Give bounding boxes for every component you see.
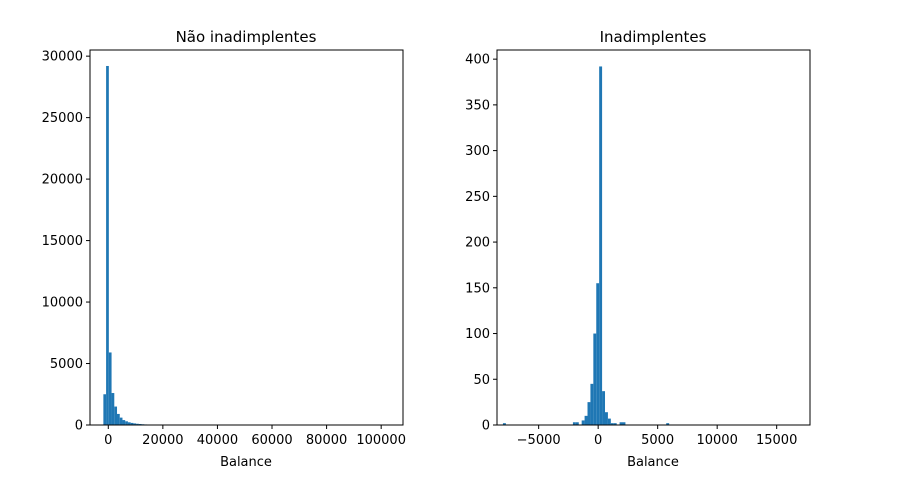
histogram-bar	[596, 283, 600, 425]
histogram-bar	[619, 422, 623, 425]
y-tick-label: 20000	[42, 173, 83, 188]
histogram-bar	[106, 65, 109, 425]
histogram-bar	[108, 352, 112, 425]
x-tick-label: 80000	[306, 433, 347, 448]
x-tick-label: 60000	[251, 433, 292, 448]
histogram-bar	[117, 413, 120, 425]
histogram-bar	[133, 423, 137, 425]
histogram-bar	[119, 417, 123, 425]
chart-title: Não inadimplentes	[176, 28, 317, 46]
y-tick-label: 0	[75, 419, 83, 434]
histogram-bar	[602, 391, 606, 425]
y-tick-label: 15000	[42, 234, 83, 249]
axes-frame	[496, 49, 811, 426]
histogram-bar	[127, 422, 131, 425]
histogram-bar	[590, 383, 594, 425]
x-tick-label: −5000	[517, 433, 561, 448]
histogram-bar	[502, 423, 506, 425]
histogram-bar	[575, 422, 579, 425]
chart-title: Inadimplentes	[600, 28, 707, 46]
histogram-bar	[125, 421, 128, 425]
bars	[502, 66, 670, 426]
histogram-bar	[607, 418, 611, 425]
histogram-bar	[587, 402, 591, 425]
histogram-bar	[584, 415, 588, 425]
y-tick-label: 10000	[42, 296, 83, 311]
y-tick-label: 50	[473, 373, 490, 388]
histogram-bar	[605, 412, 608, 425]
x-tick-label: 0	[104, 433, 112, 448]
y-tick-label: 250	[465, 190, 490, 205]
axes: −5000 0 5000 10000 15000 0 50 100 150 200 250 300 35…	[465, 49, 811, 448]
histogram-bar	[622, 422, 626, 425]
histogram-bar	[136, 423, 139, 425]
axes: 0 20000 40000 60000 80000 100000 0 5000 10000 150…	[42, 49, 406, 448]
x-tick-label: 5000	[641, 433, 674, 448]
histogram-bar	[593, 333, 597, 425]
histogram-inadimplentes: Inadimplentes −5000 0 5000 10000 15000 0 50 100…	[465, 28, 811, 470]
histogram-bar	[130, 422, 134, 425]
y-tick-label: 100	[465, 327, 490, 342]
x-axis-label: Balance	[220, 455, 272, 470]
y-tick-label: 200	[465, 236, 490, 251]
x-tick-label: 100000	[356, 433, 406, 448]
histogram-bar	[599, 66, 603, 426]
histogram-bar	[572, 422, 576, 425]
histogram-bar	[103, 394, 107, 425]
histogram-bar	[666, 423, 670, 425]
histogram-bar	[114, 406, 118, 425]
histogram-bar	[581, 420, 585, 425]
x-tick-label: 15000	[756, 433, 797, 448]
histogram-bar	[111, 393, 115, 425]
axes-frame	[89, 49, 404, 426]
x-tick-label: 20000	[142, 433, 183, 448]
x-tick-label: 10000	[696, 433, 737, 448]
x-tick-label: 0	[594, 433, 602, 448]
x-axis-label: Balance	[627, 455, 679, 470]
y-tick-label: 150	[465, 281, 490, 296]
histogram-bar	[610, 423, 614, 425]
histogram-bar	[613, 423, 617, 425]
histogram-bar	[122, 420, 126, 425]
y-tick-label: 25000	[42, 111, 83, 126]
x-tick-label: 40000	[197, 433, 238, 448]
y-tick-label: 350	[465, 98, 490, 113]
y-tick-label: 30000	[42, 50, 83, 65]
y-tick-label: 300	[465, 144, 490, 159]
histogram-nao-inadimplentes: Não inadimplentes 0 20000 40000 60000 80000 1…	[42, 28, 406, 470]
y-tick-label: 400	[465, 53, 490, 68]
y-tick-label: 5000	[50, 357, 83, 372]
y-tick-label: 0	[482, 419, 490, 434]
